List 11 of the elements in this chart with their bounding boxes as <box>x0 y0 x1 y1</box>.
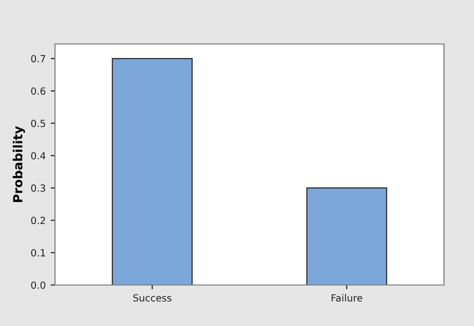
y-tick-label: 0.7 <box>31 55 46 62</box>
y-tick-label: 0.6 <box>31 87 46 95</box>
y-tick-label: 0.2 <box>31 216 45 224</box>
y-tick-label: 0.3 <box>31 184 46 192</box>
x-tick-label: Failure <box>332 294 362 302</box>
y-axis-title: Probability <box>12 126 25 202</box>
y-tick-label: 0.1 <box>31 249 46 256</box>
y-tick-label: 0.5 <box>31 120 46 128</box>
y-tick-label: 0.4 <box>31 152 46 160</box>
y-tick-label: 0.0 <box>31 281 46 289</box>
x-tick-label: Success <box>133 294 172 302</box>
